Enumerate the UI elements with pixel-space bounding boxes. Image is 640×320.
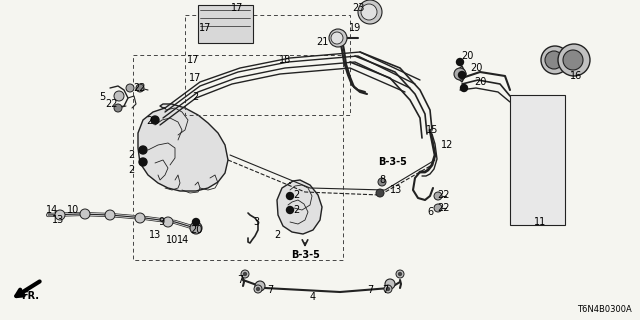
Text: 2: 2 xyxy=(293,190,299,200)
Circle shape xyxy=(461,84,467,92)
Text: 21: 21 xyxy=(316,37,328,47)
Text: 10: 10 xyxy=(166,235,178,245)
Text: FR.: FR. xyxy=(21,291,39,301)
Polygon shape xyxy=(277,180,322,234)
Text: 2: 2 xyxy=(128,150,134,160)
Text: 8: 8 xyxy=(379,175,385,185)
Circle shape xyxy=(135,213,145,223)
Circle shape xyxy=(454,68,466,80)
Circle shape xyxy=(287,206,294,213)
Circle shape xyxy=(378,178,386,186)
Text: 14: 14 xyxy=(46,205,58,215)
Circle shape xyxy=(126,84,134,92)
Circle shape xyxy=(287,193,294,199)
Circle shape xyxy=(163,217,173,227)
Circle shape xyxy=(434,192,442,200)
Circle shape xyxy=(80,209,90,219)
Circle shape xyxy=(434,204,442,212)
Circle shape xyxy=(329,29,347,47)
Text: 9: 9 xyxy=(158,217,164,227)
Circle shape xyxy=(545,51,563,69)
Text: 20: 20 xyxy=(461,51,473,61)
Text: 2: 2 xyxy=(274,230,280,240)
Text: T6N4B0300A: T6N4B0300A xyxy=(577,305,632,314)
Text: 12: 12 xyxy=(441,140,453,150)
Text: B-3-5: B-3-5 xyxy=(292,250,321,260)
Text: 13: 13 xyxy=(390,185,402,195)
Text: 18: 18 xyxy=(279,55,291,65)
Circle shape xyxy=(257,287,259,291)
Text: 4: 4 xyxy=(310,292,316,302)
Circle shape xyxy=(376,189,384,197)
Text: 22: 22 xyxy=(438,190,451,200)
Circle shape xyxy=(55,210,65,220)
Circle shape xyxy=(399,273,401,276)
Text: 13: 13 xyxy=(149,230,161,240)
Circle shape xyxy=(458,71,465,78)
Circle shape xyxy=(241,270,249,278)
Circle shape xyxy=(541,46,569,74)
Text: 20: 20 xyxy=(474,77,486,87)
Circle shape xyxy=(563,50,583,70)
Circle shape xyxy=(456,59,463,66)
Text: 19: 19 xyxy=(349,23,361,33)
Text: 16: 16 xyxy=(570,71,582,81)
Text: 22: 22 xyxy=(436,203,449,213)
Bar xyxy=(510,95,565,225)
Text: 20: 20 xyxy=(190,225,202,235)
Circle shape xyxy=(190,222,202,234)
Circle shape xyxy=(558,44,590,76)
Bar xyxy=(185,15,350,115)
Circle shape xyxy=(331,32,343,44)
Circle shape xyxy=(105,210,115,220)
Bar xyxy=(198,5,253,43)
Text: 17: 17 xyxy=(231,3,243,13)
Text: 7: 7 xyxy=(367,285,373,295)
Text: 7: 7 xyxy=(267,285,273,295)
Circle shape xyxy=(139,146,147,154)
Bar xyxy=(133,55,343,260)
Text: 22: 22 xyxy=(134,83,147,93)
Circle shape xyxy=(385,279,395,289)
Text: 2: 2 xyxy=(192,92,198,102)
Text: 22: 22 xyxy=(106,99,118,109)
Text: 14: 14 xyxy=(177,235,189,245)
Circle shape xyxy=(254,285,262,293)
Circle shape xyxy=(243,273,246,276)
Circle shape xyxy=(139,158,147,166)
Text: B-3-5: B-3-5 xyxy=(379,157,408,167)
Text: 11: 11 xyxy=(534,217,546,227)
Text: 10: 10 xyxy=(67,205,79,215)
Circle shape xyxy=(114,104,122,112)
Circle shape xyxy=(136,84,144,92)
Circle shape xyxy=(361,4,377,20)
Text: 3: 3 xyxy=(253,217,259,227)
Text: 5: 5 xyxy=(99,92,105,102)
Text: 17: 17 xyxy=(189,73,201,83)
Text: 2: 2 xyxy=(293,205,299,215)
Text: 17: 17 xyxy=(199,23,211,33)
Circle shape xyxy=(151,116,159,124)
Text: 15: 15 xyxy=(426,125,438,135)
Circle shape xyxy=(384,285,392,293)
Circle shape xyxy=(193,219,200,226)
Text: 17: 17 xyxy=(187,55,199,65)
Text: 13: 13 xyxy=(52,215,64,225)
Text: 2: 2 xyxy=(146,116,152,126)
Circle shape xyxy=(114,91,124,101)
Text: 23: 23 xyxy=(352,3,364,13)
Circle shape xyxy=(396,270,404,278)
Text: 2: 2 xyxy=(128,165,134,175)
Circle shape xyxy=(358,0,382,24)
Circle shape xyxy=(255,281,265,291)
Text: 20: 20 xyxy=(470,63,482,73)
Text: 7: 7 xyxy=(382,285,388,295)
Text: 6: 6 xyxy=(427,207,433,217)
Polygon shape xyxy=(138,104,228,191)
Text: 7: 7 xyxy=(237,275,243,285)
Circle shape xyxy=(387,287,390,291)
